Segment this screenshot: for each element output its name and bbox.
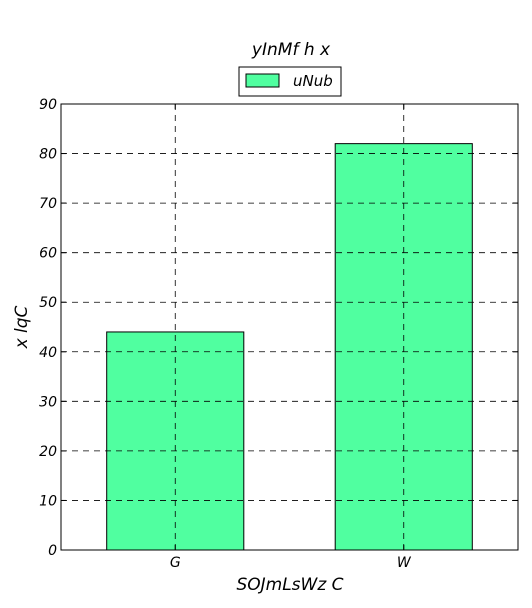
y-tick-label: 50 [39,295,57,311]
plot-area: 0 10 20 30 40 50 60 70 80 90 G W [39,97,519,571]
plot-frame [60,103,519,551]
y-tick-label: 60 [39,246,57,262]
x-axis-label: SOJmLsWz C [236,575,343,595]
legend: uNub [238,66,342,97]
y-tick-label: 80 [39,147,57,163]
legend-swatch [245,73,280,88]
y-tick-label: 20 [39,444,57,460]
y-tick-label: 0 [48,543,57,559]
x-tick-label: G [170,555,181,571]
y-tick-label: 10 [39,493,57,509]
chart-title: yInMf h x [251,40,331,60]
y-tick-label: 40 [39,345,57,361]
y-tick-label: 70 [39,196,57,212]
y-axis-label: x lqC [12,305,32,349]
x-tick-label: W [397,555,412,571]
bar-G [106,331,245,551]
y-tick-label: 90 [39,97,57,113]
legend-label: uNub [293,72,333,90]
y-tick-label: 30 [39,394,57,410]
